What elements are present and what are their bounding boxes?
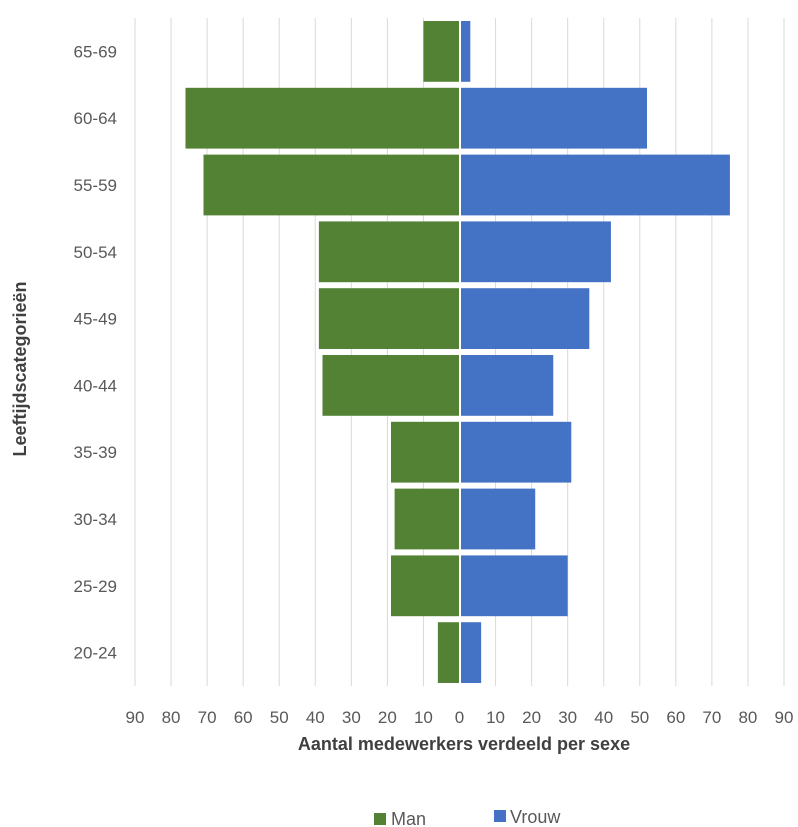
bar-man-60-64	[185, 87, 460, 149]
bar-vrouw-45-49	[459, 288, 590, 349]
bars	[185, 21, 730, 683]
bar-man-35-39	[390, 421, 460, 483]
bar-man-25-29	[390, 555, 460, 617]
y-tick-label: 25-29	[74, 577, 117, 596]
bar-vrouw-25-29	[459, 555, 568, 617]
y-tick-label: 55-59	[74, 176, 117, 195]
x-tick-label: 70	[198, 708, 217, 727]
x-tick-label: 10	[486, 708, 505, 727]
x-tick-label: 50	[270, 708, 289, 727]
x-tick-label: 30	[558, 708, 577, 727]
x-tick-labels: 90 80 70 60 50 40 30 20 10 0 10 20 30 40 50 60 70 80 90	[126, 708, 794, 727]
x-tick-label: 50	[630, 708, 649, 727]
x-tick-label: 30	[342, 708, 361, 727]
y-tick-label: 30-34	[74, 510, 117, 529]
y-tick-label: 20-24	[74, 644, 117, 663]
bar-vrouw-65-69	[459, 21, 471, 82]
x-tick-label: 90	[126, 708, 145, 727]
bar-vrouw-55-59	[459, 154, 730, 216]
bar-man-45-49	[318, 288, 460, 349]
y-tick-label: 45-49	[74, 310, 117, 329]
x-tick-label: 90	[775, 708, 794, 727]
legend-label-man: Man	[391, 809, 426, 827]
bar-vrouw-50-54	[459, 221, 611, 283]
bar-vrouw-20-24	[459, 622, 482, 683]
bar-man-40-44	[322, 355, 460, 416]
legend-swatch-man	[374, 813, 386, 825]
y-tick-labels: 20-24 25-29 30-34 35-39 40-44 45-49 50-54 55-59…	[74, 42, 117, 662]
y-axis-title: Leeftijdscategorieën	[10, 281, 30, 456]
bar-vrouw-30-34	[459, 488, 536, 550]
y-tick-label: 60-64	[74, 109, 117, 128]
bar-man-30-34	[394, 488, 460, 550]
x-tick-label: 80	[738, 708, 757, 727]
bar-vrouw-40-44	[459, 355, 554, 416]
x-tick-label: 10	[414, 708, 433, 727]
x-tick-label: 20	[522, 708, 541, 727]
legend: Man Vrouw	[374, 807, 561, 827]
x-tick-label: 40	[594, 708, 613, 727]
y-tick-label: 35-39	[74, 443, 117, 462]
legend-swatch-vrouw	[494, 810, 506, 822]
bar-man-50-54	[318, 221, 460, 283]
bar-man-55-59	[203, 154, 460, 216]
x-tick-label: 40	[306, 708, 325, 727]
bar-vrouw-35-39	[459, 421, 572, 483]
bar-man-65-69	[423, 21, 460, 82]
legend-label-vrouw: Vrouw	[510, 807, 561, 827]
x-axis-title: Aantal medewerkers verdeeld per sexe	[298, 734, 630, 754]
x-tick-label: 60	[234, 708, 253, 727]
bar-vrouw-60-64	[459, 87, 647, 149]
x-tick-label: 20	[378, 708, 397, 727]
x-tick-label: 0	[455, 708, 464, 727]
bar-man-20-24	[437, 622, 460, 683]
x-tick-label: 60	[666, 708, 685, 727]
y-tick-label: 40-44	[74, 376, 117, 395]
x-tick-label: 80	[162, 708, 181, 727]
y-tick-label: 65-69	[74, 42, 117, 61]
y-tick-label: 50-54	[74, 243, 117, 262]
x-tick-label: 70	[702, 708, 721, 727]
